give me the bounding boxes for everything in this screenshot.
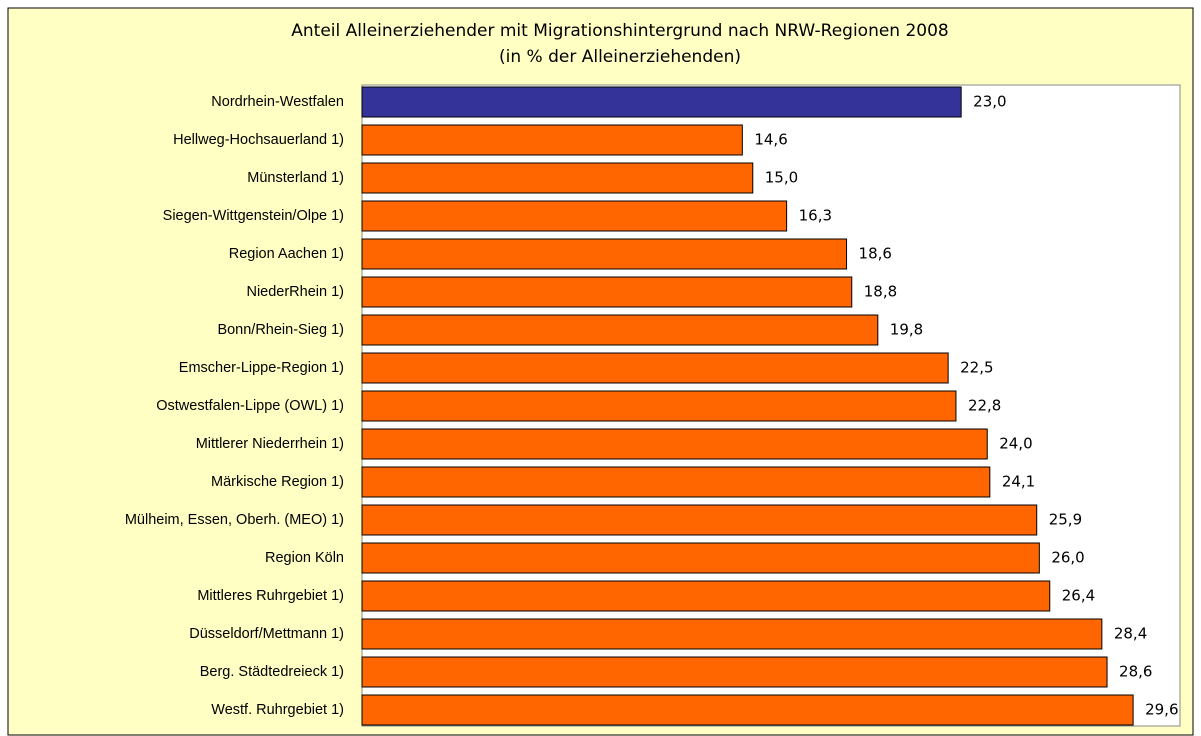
y-tick-label: Mülheim, Essen, Oberh. (MEO) 1) [125, 512, 344, 528]
bar [361, 504, 1038, 536]
value-label: 14,6 [754, 131, 787, 149]
value-label: 18,6 [859, 245, 892, 263]
bar [361, 200, 788, 232]
bar [361, 238, 848, 270]
value-label: 24,1 [1002, 473, 1035, 491]
value-label: 22,5 [960, 359, 993, 377]
y-tick-label: Nordrhein-Westfalen [211, 94, 344, 110]
bar [361, 162, 754, 194]
value-label: 24,0 [999, 435, 1032, 453]
bar [361, 694, 1134, 726]
y-tick-label: Mittlerer Niederrhein 1) [196, 436, 344, 452]
y-tick-label: Berg. Städtedreieck 1) [200, 664, 344, 680]
y-tick-label: Hellweg-Hochsauerland 1) [173, 132, 344, 148]
value-label: 29,6 [1145, 701, 1178, 719]
bar [361, 352, 949, 384]
y-tick-label: Region Köln [265, 550, 344, 566]
bar [361, 314, 879, 346]
y-tick-label: Westf. Ruhrgebiet 1) [211, 702, 344, 718]
value-label: 26,0 [1051, 549, 1084, 567]
value-label: 25,9 [1049, 511, 1082, 529]
y-tick-label: NiederRhein 1) [246, 284, 344, 300]
y-tick-label: Düsseldorf/Mettmann 1) [189, 626, 344, 642]
value-label: 23,0 [973, 93, 1006, 111]
value-label: 22,8 [968, 397, 1001, 415]
bar [361, 124, 743, 156]
bar [361, 656, 1108, 688]
value-label: 16,3 [799, 207, 832, 225]
bar [361, 618, 1103, 650]
bar [361, 580, 1051, 612]
value-label: 28,4 [1114, 625, 1147, 643]
y-tick-label: Siegen-Wittgenstein/Olpe 1) [163, 208, 344, 224]
bar [361, 86, 962, 118]
bar [361, 276, 853, 308]
bar [361, 542, 1040, 574]
value-label: 18,8 [864, 283, 897, 301]
value-label: 28,6 [1119, 663, 1152, 681]
value-label: 15,0 [765, 169, 798, 187]
y-tick-label: Bonn/Rhein-Sieg 1) [217, 322, 344, 338]
y-tick-label: Ostwestfalen-Lippe (OWL) 1) [156, 398, 344, 414]
y-tick-label: Münsterland 1) [247, 170, 344, 186]
bar [361, 428, 988, 460]
value-label: 26,4 [1062, 587, 1095, 605]
y-tick-label: Emscher-Lippe-Region 1) [179, 360, 344, 376]
y-tick-label: Region Aachen 1) [229, 246, 344, 262]
y-tick-label: Märkische Region 1) [211, 474, 344, 490]
value-label: 19,8 [890, 321, 923, 339]
chart-title: Anteil Alleinerziehender mit Migrationsh… [291, 21, 949, 41]
chart-subtitle: (in % der Alleinerziehenden) [499, 47, 741, 67]
bar [361, 466, 991, 498]
bar [361, 390, 957, 422]
y-tick-label: Mittleres Ruhrgebiet 1) [197, 588, 344, 604]
